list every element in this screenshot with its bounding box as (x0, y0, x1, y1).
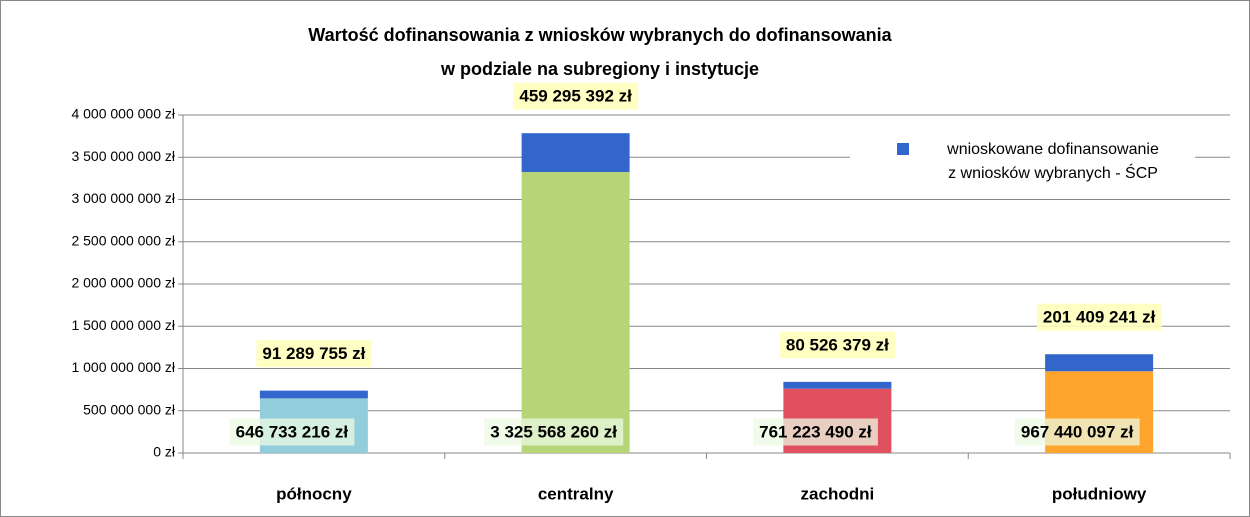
data-label-bg (229, 418, 355, 446)
data-label-bg (513, 82, 639, 110)
y-tick-label: 3 500 000 000 zł (71, 148, 175, 164)
data-label: 201 409 241 zł (1043, 308, 1156, 327)
data-label-group: 646 733 216 zł (229, 418, 355, 446)
bar-segment (521, 171, 630, 453)
legend-label: wnioskowane dofinansowanie z wniosków wy… (947, 141, 1159, 182)
y-tick-label: 3 000 000 000 zł (71, 190, 175, 206)
data-label: 459 295 392 zł (519, 87, 632, 106)
bar-segment (1045, 354, 1154, 372)
data-label-group: 201 409 241 zł (1036, 303, 1162, 331)
data-label-group: 761 223 490 zł (753, 418, 878, 446)
data-label: 91 289 755 zł (262, 344, 365, 363)
bar-segment (259, 390, 368, 399)
data-label-bg (484, 418, 624, 446)
y-tick-label: 0 zł (153, 444, 176, 460)
data-label: 967 440 097 zł (1021, 422, 1134, 441)
legend: wnioskowane dofinansowanie z wniosków wy… (850, 136, 1195, 192)
x-tick-label: północny (276, 484, 352, 503)
data-label-group: 91 289 755 zł (256, 340, 372, 368)
bar-segment (783, 381, 892, 389)
data-label-bg (256, 340, 372, 368)
data-label-bg (1014, 418, 1140, 446)
y-tick-label: 1 000 000 000 zł (71, 359, 175, 375)
data-label-group: 459 295 392 zł (513, 82, 639, 110)
legend-swatch (897, 143, 909, 155)
data-label-group: 967 440 097 zł (1014, 418, 1140, 446)
data-label: 646 733 216 zł (236, 422, 349, 441)
chart-title: Wartość dofinansowania z wniosków wybran… (308, 25, 892, 79)
data-label: 761 223 490 zł (759, 422, 872, 441)
bar-segment (521, 133, 630, 172)
data-label-bg (779, 331, 896, 359)
y-tick-label: 2 000 000 000 zł (71, 275, 175, 291)
data-label-group: 3 325 568 260 zł (484, 418, 624, 446)
y-tick-label: 1 500 000 000 zł (71, 317, 175, 333)
x-tick-label: centralny (538, 484, 614, 503)
data-label-bg (1036, 303, 1162, 331)
x-tick-label: zachodni (801, 484, 875, 503)
y-tick-label: 2 500 000 000 zł (71, 232, 175, 248)
data-label: 80 526 379 zł (786, 335, 889, 354)
y-tick-label: 500 000 000 zł (83, 401, 176, 417)
data-label: 3 325 568 260 zł (490, 422, 617, 441)
data-label-group: 80 526 379 zł (779, 331, 896, 359)
x-tick-label: południowy (1052, 484, 1147, 503)
y-tick-label: 4 000 000 000 zł (71, 106, 175, 122)
data-label-bg (753, 418, 878, 446)
